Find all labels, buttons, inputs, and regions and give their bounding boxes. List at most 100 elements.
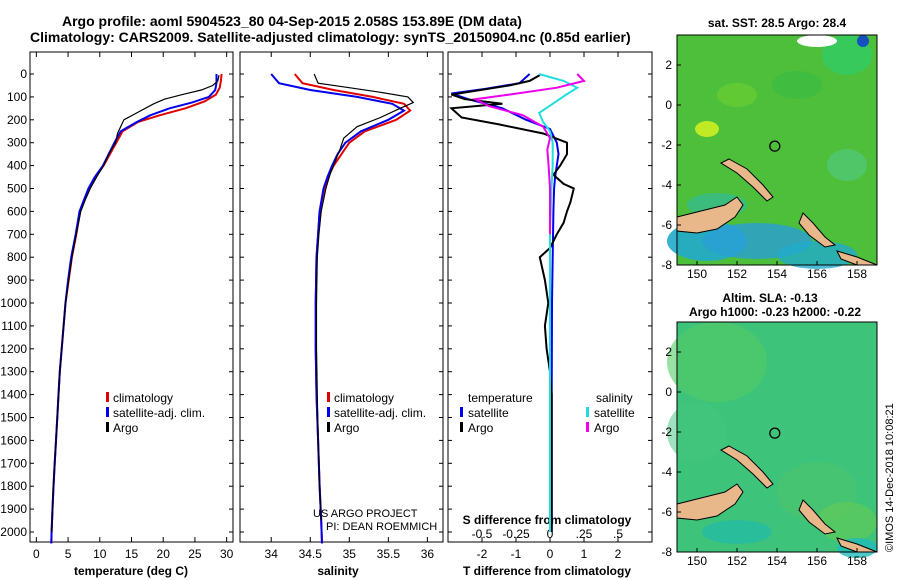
ytick-label: 1400 <box>0 388 27 402</box>
map-blob <box>702 520 772 544</box>
sla-map: 150 152 154 156 158 2 0 -2 -4 -6 -8 <box>661 321 878 568</box>
sla-map-title: Altim. SLA: -0.13 <box>722 291 818 305</box>
series-line-difference <box>537 73 580 532</box>
x2tick-label: .25 <box>576 527 593 541</box>
legend-swatch-t-satellite <box>460 407 463 417</box>
ytick-label: 1700 <box>0 456 27 470</box>
ytick-label: 2000 <box>0 525 27 539</box>
salinity-xlabel: salinity <box>317 564 359 578</box>
chart-marks: 0100200300400500600700800900100011001200… <box>0 52 652 561</box>
map-ytick-label: 0 <box>665 98 672 112</box>
map-xtick-label: 158 <box>847 554 867 568</box>
xtick-label: 20 <box>157 547 171 561</box>
x2tick-label: 0 <box>547 527 554 541</box>
legend-swatch-climatology <box>327 392 330 402</box>
map-ytick-label: -6 <box>661 218 672 232</box>
xtick-label: 10 <box>93 547 107 561</box>
legend-label-s-satellite: satellite <box>594 406 635 420</box>
xtick-label: 2 <box>615 547 622 561</box>
map-ytick-label: 2 <box>665 58 672 72</box>
imos-credit: ©IMOS 14-Dec-2018 10:08:21 <box>884 403 896 552</box>
map-ytick-label: -6 <box>661 505 672 519</box>
sst-map-title: sat. SST: 28.5 Argo: 28.4 <box>708 16 847 30</box>
legend-label-satellite: satellite-adj. clim. <box>334 406 426 420</box>
difference-xlabel: T difference from climatology <box>463 564 631 578</box>
map-xtick-label: 156 <box>807 554 827 568</box>
series-line-difference <box>471 73 586 235</box>
map-xtick-label: 154 <box>767 267 787 281</box>
legend-swatch-satellite <box>327 407 330 417</box>
xtick-label: 36 <box>421 547 435 561</box>
series-line-salinity <box>313 73 415 521</box>
map-blob <box>777 241 857 269</box>
legend-label-s-argo: Argo <box>594 421 620 435</box>
map-ytick-label: 2 <box>665 345 672 359</box>
land-mass <box>798 212 837 248</box>
map-blob <box>797 35 837 47</box>
series-line-difference <box>449 74 575 532</box>
salinity-panel <box>239 51 444 543</box>
difference-x2label: S difference from climatology <box>463 513 632 527</box>
land-mass <box>798 499 837 535</box>
argo-position-marker <box>769 427 781 439</box>
legend-swatch-s-satellite <box>586 407 589 417</box>
legend-label-satellite: satellite-adj. clim. <box>113 406 205 420</box>
map-xtick-label: 150 <box>687 554 707 568</box>
map-xtick-label: 152 <box>727 267 747 281</box>
map-ytick-label: -8 <box>661 258 672 272</box>
legend-swatch-climatology <box>106 392 109 402</box>
legend-swatch-argo <box>327 422 330 432</box>
legend-swatch-s-argo <box>586 422 589 432</box>
legend-label-climatology: climatology <box>334 391 394 405</box>
ytick-label: 800 <box>7 250 27 264</box>
ytick-label: 200 <box>7 113 27 127</box>
xtick-label: 5 <box>65 547 72 561</box>
ytick-label: 700 <box>7 227 27 241</box>
map-blob <box>817 502 877 542</box>
legend-swatch-argo <box>106 422 109 432</box>
ytick-label: 1600 <box>0 433 27 447</box>
land-mass <box>676 196 744 234</box>
xtick-label: -1 <box>511 547 522 561</box>
temperature-legend: climatology satellite-adj. clim. Argo <box>106 391 205 435</box>
x2tick-label: .5 <box>613 527 623 541</box>
temperature-xlabel: temperature (deg C) <box>74 564 188 578</box>
xtick-label: 25 <box>188 547 202 561</box>
series-line-salinity <box>270 73 406 544</box>
map-ytick-label: -2 <box>661 425 672 439</box>
xtick-label: 15 <box>125 547 139 561</box>
ytick-label: 1000 <box>0 296 27 310</box>
map-blob <box>827 149 867 181</box>
series-line-temperature <box>51 74 220 533</box>
ytick-label: 100 <box>7 90 27 104</box>
map-xtick-label: 156 <box>807 267 827 281</box>
map-blob <box>667 322 767 402</box>
land-mass <box>719 445 774 489</box>
xtick-label: 1 <box>581 547 588 561</box>
x2tick-label: -0.25 <box>502 527 530 541</box>
land-mass <box>676 483 744 521</box>
figure-title-line1: Argo profile: aoml 5904523_80 04-Sep-201… <box>62 13 522 29</box>
legend-title-temperature: temperature <box>468 391 533 405</box>
figure-title-line2: Climatology: CARS2009. Satellite-adjuste… <box>30 29 631 45</box>
map-ytick-label: 0 <box>665 385 672 399</box>
difference-legend: temperature satellite Argo salinity sate… <box>460 391 635 435</box>
legend-label-climatology: climatology <box>113 391 173 405</box>
x2tick-label: -0.5 <box>472 527 493 541</box>
map-ytick-label: -2 <box>661 138 672 152</box>
salinity-legend: climatology satellite-adj. clim. Argo <box>327 391 426 435</box>
series-line-temperature <box>50 74 218 544</box>
xtick-label: 34.5 <box>299 547 323 561</box>
map-xtick-label: 158 <box>847 267 867 281</box>
legend-label-t-satellite: satellite <box>468 406 509 420</box>
xtick-label: 30 <box>220 547 234 561</box>
ytick-label: 600 <box>7 204 27 218</box>
map-ytick-label: -4 <box>661 178 672 192</box>
map-ytick-label: -8 <box>661 545 672 559</box>
ytick-label: 400 <box>7 159 27 173</box>
ytick-label: 1900 <box>0 502 27 516</box>
ytick-label: 0 <box>20 67 27 81</box>
xtick-label: -2 <box>477 547 488 561</box>
argo-position-marker <box>769 140 781 152</box>
